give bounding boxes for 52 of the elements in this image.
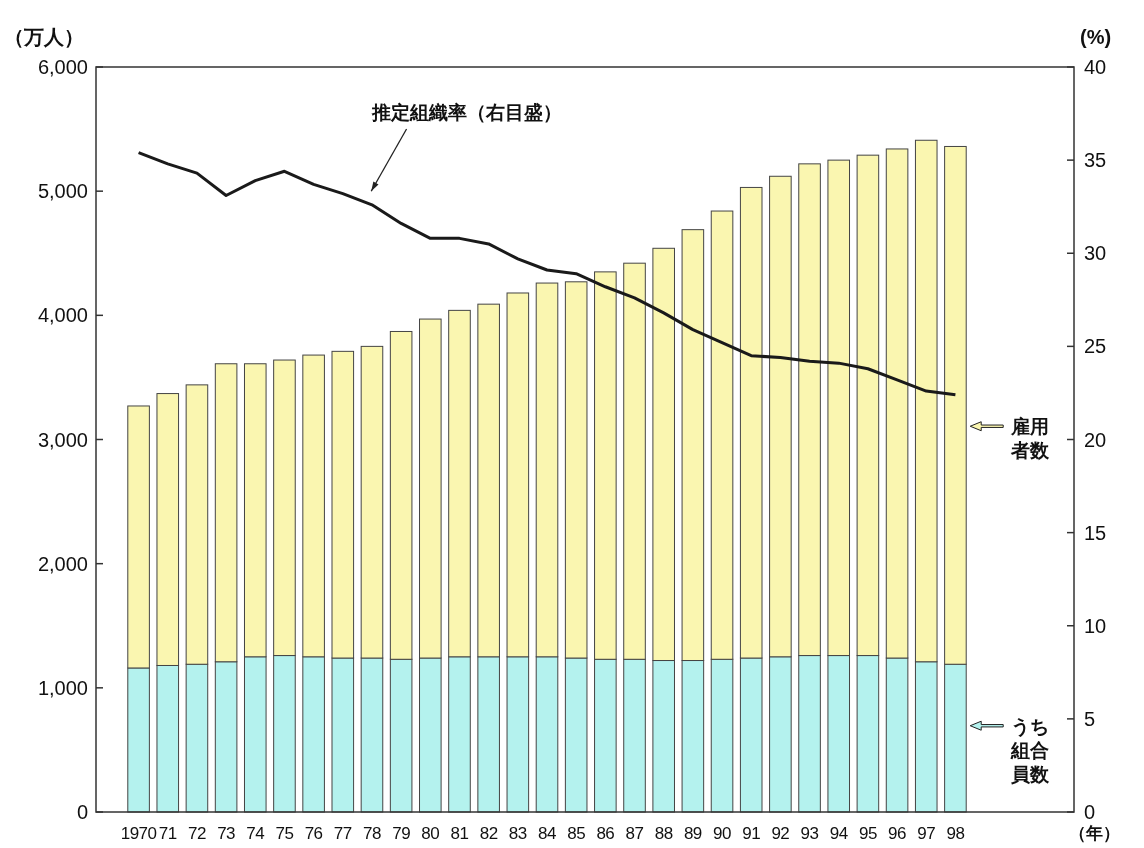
x-tick-label: 1970 bbox=[120, 824, 157, 843]
x-tick-label: 92 bbox=[771, 824, 790, 843]
x-tick-label: 95 bbox=[858, 824, 877, 843]
y2-tick-label: 10 bbox=[1084, 614, 1107, 637]
y-tick-label: 2,000 bbox=[37, 552, 88, 575]
x-tick-label: 85 bbox=[567, 824, 586, 843]
y2-tick-label: 15 bbox=[1084, 521, 1107, 544]
x-tick-label: 98 bbox=[946, 824, 965, 843]
x-tick-label: 94 bbox=[829, 824, 848, 843]
line-series bbox=[137, 151, 957, 397]
x-tick-label: 74 bbox=[246, 824, 265, 843]
x-tick-label: 81 bbox=[450, 824, 469, 843]
x-tick-label: 90 bbox=[713, 824, 732, 843]
y2-tick-label: 5 bbox=[1084, 707, 1096, 730]
x-tick-label: 77 bbox=[333, 824, 352, 843]
x-tick-label: 75 bbox=[275, 824, 294, 843]
y2-tick-label: 25 bbox=[1084, 335, 1107, 358]
x-tick-label: 71 bbox=[158, 824, 177, 843]
y2-tick-label: 35 bbox=[1084, 149, 1107, 172]
y2-tick-label: 40 bbox=[1084, 56, 1107, 78]
x-tick-label: 97 bbox=[917, 824, 936, 843]
x-tick-label: 79 bbox=[392, 824, 411, 843]
y2-tick-label: 30 bbox=[1084, 242, 1107, 265]
x-tick-label: 76 bbox=[304, 824, 323, 843]
legend-label: 雇用者数 bbox=[1010, 416, 1051, 462]
x-tick-label: 89 bbox=[683, 824, 702, 843]
x-axis-title: （年） bbox=[1069, 824, 1120, 843]
y-tick-label: 1,000 bbox=[37, 676, 88, 699]
x-tick-label: 96 bbox=[888, 824, 907, 843]
x-tick-label: 93 bbox=[800, 824, 819, 843]
x-tick-label: 84 bbox=[538, 824, 556, 843]
x-tick-label: 83 bbox=[508, 824, 527, 843]
legend-label: うち組合員数 bbox=[1010, 715, 1051, 785]
y-tick-label: 3,000 bbox=[37, 428, 88, 451]
y2-tick-label: 0 bbox=[1084, 801, 1096, 823]
y2-tick-label: 20 bbox=[1084, 428, 1107, 451]
x-tick-label: 86 bbox=[596, 824, 615, 843]
x-tick-label: 82 bbox=[479, 824, 498, 843]
x-tick-label: 80 bbox=[421, 824, 440, 843]
y-tick-label: 0 bbox=[76, 801, 88, 823]
x-tick-label: 91 bbox=[742, 824, 761, 843]
y-tick-label: 4,000 bbox=[37, 304, 88, 327]
x-tick-label: 78 bbox=[363, 824, 381, 843]
y-tick-label: 5,000 bbox=[37, 180, 88, 203]
y-tick-label: 6,000 bbox=[37, 56, 88, 78]
x-tick-label: 72 bbox=[187, 824, 206, 843]
text: 推定組織率（右目盛） bbox=[370, 102, 562, 123]
y-axis-title: （万人） bbox=[4, 26, 84, 48]
x-tick-label: 87 bbox=[625, 824, 644, 843]
x-tick-label: 88 bbox=[654, 824, 673, 843]
y2-axis-title: (%) bbox=[1080, 26, 1112, 48]
x-tick-label: 73 bbox=[217, 824, 236, 843]
